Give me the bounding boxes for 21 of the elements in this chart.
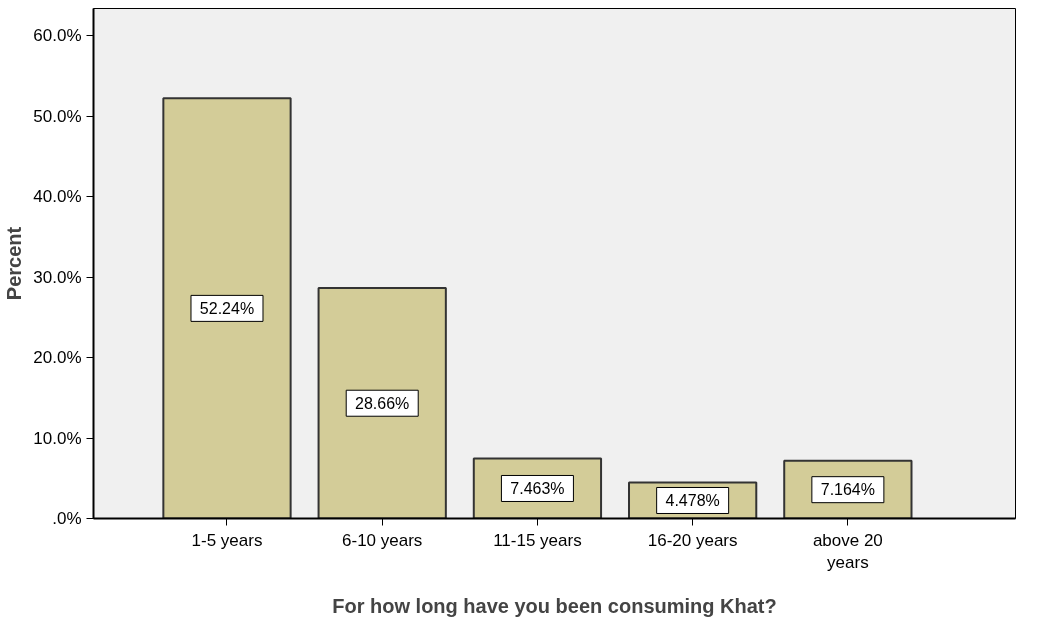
y-tick-label: 20.0%	[33, 348, 82, 368]
y-tick-label: 40.0%	[33, 187, 82, 207]
data-label: 52.24%	[199, 299, 255, 317]
y-tick-label: 10.0%	[33, 428, 82, 448]
x-tick-label: 11-15 years	[493, 530, 582, 550]
y-axis-title: Percent	[3, 226, 26, 301]
bar	[317, 286, 447, 519]
y-tick-label: 30.0%	[33, 267, 82, 287]
bar	[162, 97, 292, 519]
x-tick-label: 6-10 years	[342, 530, 423, 550]
x-axis-title: For how long have you been consuming Khat?	[332, 595, 777, 618]
y-tick-label: .0%	[52, 509, 82, 528]
y-tick-label: 50.0%	[33, 106, 82, 126]
x-tick-label: 16-20 years	[647, 530, 738, 550]
x-tick-label: 1-5 years	[191, 530, 263, 550]
y-tick-label: 60.0%	[33, 26, 82, 46]
data-label: 4.478%	[665, 491, 720, 509]
x-tick-label: above 20 years	[812, 530, 883, 573]
data-label: 7.463%	[510, 479, 565, 497]
data-label: 28.66%	[355, 394, 410, 412]
data-label: 7.164%	[820, 481, 875, 499]
